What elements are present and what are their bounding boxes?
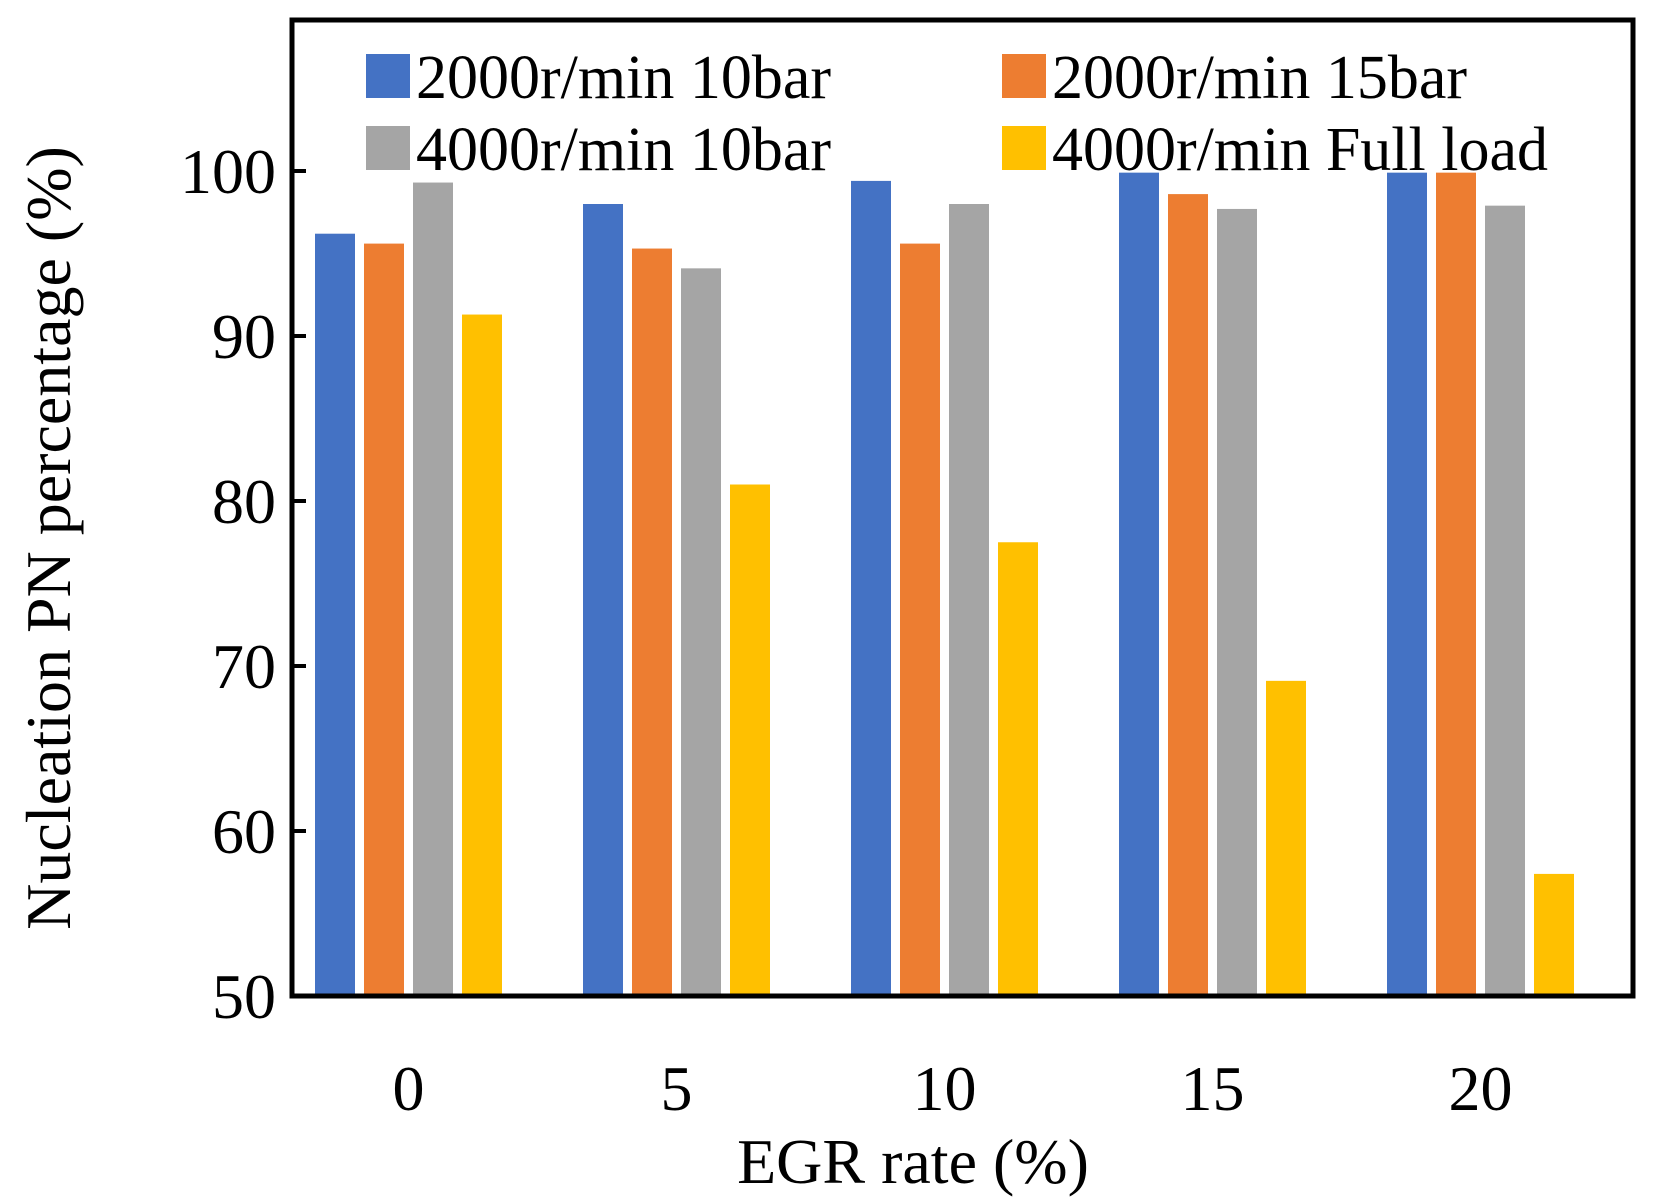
y-axis-ticks: 50 60 70 80 90 100 [180, 136, 306, 1032]
legend-swatch [1002, 54, 1046, 98]
bars-layer: 2000r/min 10bar, 0: 96.2 2000r/min 10bar,… [315, 172, 1574, 997]
bar-15-series-4: 4000r/min Full load, 15: 69.1 [1266, 680, 1306, 996]
bar-0-series-1: 2000r/min 10bar, 0: 96.2 [315, 233, 355, 996]
legend-swatch [366, 54, 410, 98]
legend-label: 2000r/min 15bar [1052, 44, 1467, 112]
bar-20-series-3: 4000r/min 10bar, 20: 97.9 [1485, 205, 1525, 996]
y-tick-label: 60 [212, 796, 276, 867]
bar-10-series-4: 4000r/min Full load, 10: 77.5 [998, 542, 1038, 996]
bar-20-series-2: 2000r/min 15bar, 20: 99.9 [1436, 172, 1476, 996]
legend-swatch [366, 126, 410, 170]
bar-10-series-2: 2000r/min 15bar, 10: 95.6 [900, 243, 940, 997]
bar-5-series-2: 2000r/min 15bar, 5: 95.3 [632, 248, 672, 997]
x-tick-label: 15 [1181, 1053, 1245, 1124]
bar-15-series-3: 4000r/min 10bar, 15: 97.7 [1217, 208, 1257, 996]
x-tick-label: 5 [661, 1053, 693, 1124]
plot-area-frame [289, 17, 1636, 999]
bar-10-series-1: 2000r/min 10bar, 10: 99.4 [851, 180, 891, 996]
bar-20-series-4: 4000r/min Full load, 20: 57.4 [1534, 873, 1574, 996]
bar-5-series-3: 4000r/min 10bar, 5: 94.1 [681, 268, 721, 997]
y-tick-label: 90 [212, 301, 276, 372]
bar-20-series-1: 2000r/min 10bar, 20: 99.9 [1387, 172, 1427, 996]
bar-5-series-4: 4000r/min Full load, 5: 81 [730, 484, 770, 996]
y-tick-label: 70 [212, 631, 276, 702]
bar-15-series-1: 2000r/min 10bar, 15: 99.9 [1119, 172, 1159, 996]
legend-swatch [1002, 126, 1046, 170]
x-tick-label: 10 [913, 1053, 977, 1124]
y-tick-label: 100 [180, 136, 276, 207]
legend-label: 4000r/min Full load [1052, 116, 1548, 184]
legend-label: 2000r/min 10bar [416, 44, 831, 112]
x-tick-label: 20 [1449, 1053, 1513, 1124]
x-axis-ticks: 0 5 10 15 20 [393, 1053, 1513, 1124]
y-tick-label: 80 [212, 466, 276, 537]
bar-10-series-3: 4000r/min 10bar, 10: 98 [949, 204, 989, 996]
y-axis-title: Nucleation PN percentage (%) [13, 146, 84, 930]
bar-5-series-1: 2000r/min 10bar, 5: 98 [583, 204, 623, 996]
y-tick-label: 50 [212, 961, 276, 1032]
bar-15-series-2: 2000r/min 15bar, 15: 98.6 [1168, 194, 1208, 997]
legend: 2000r/min 10bar 2000r/min 15bar4000r/min … [366, 44, 1548, 184]
x-axis-title: EGR rate (%) [737, 1126, 1089, 1197]
legend-label: 4000r/min 10bar [416, 116, 831, 184]
bar-0-series-4: 4000r/min Full load, 0: 91.3 [462, 314, 502, 996]
x-tick-label: 0 [393, 1053, 425, 1124]
bar-0-series-2: 2000r/min 15bar, 0: 95.6 [364, 243, 404, 997]
bar-0-series-3: 4000r/min 10bar, 0: 99.3 [413, 182, 453, 997]
